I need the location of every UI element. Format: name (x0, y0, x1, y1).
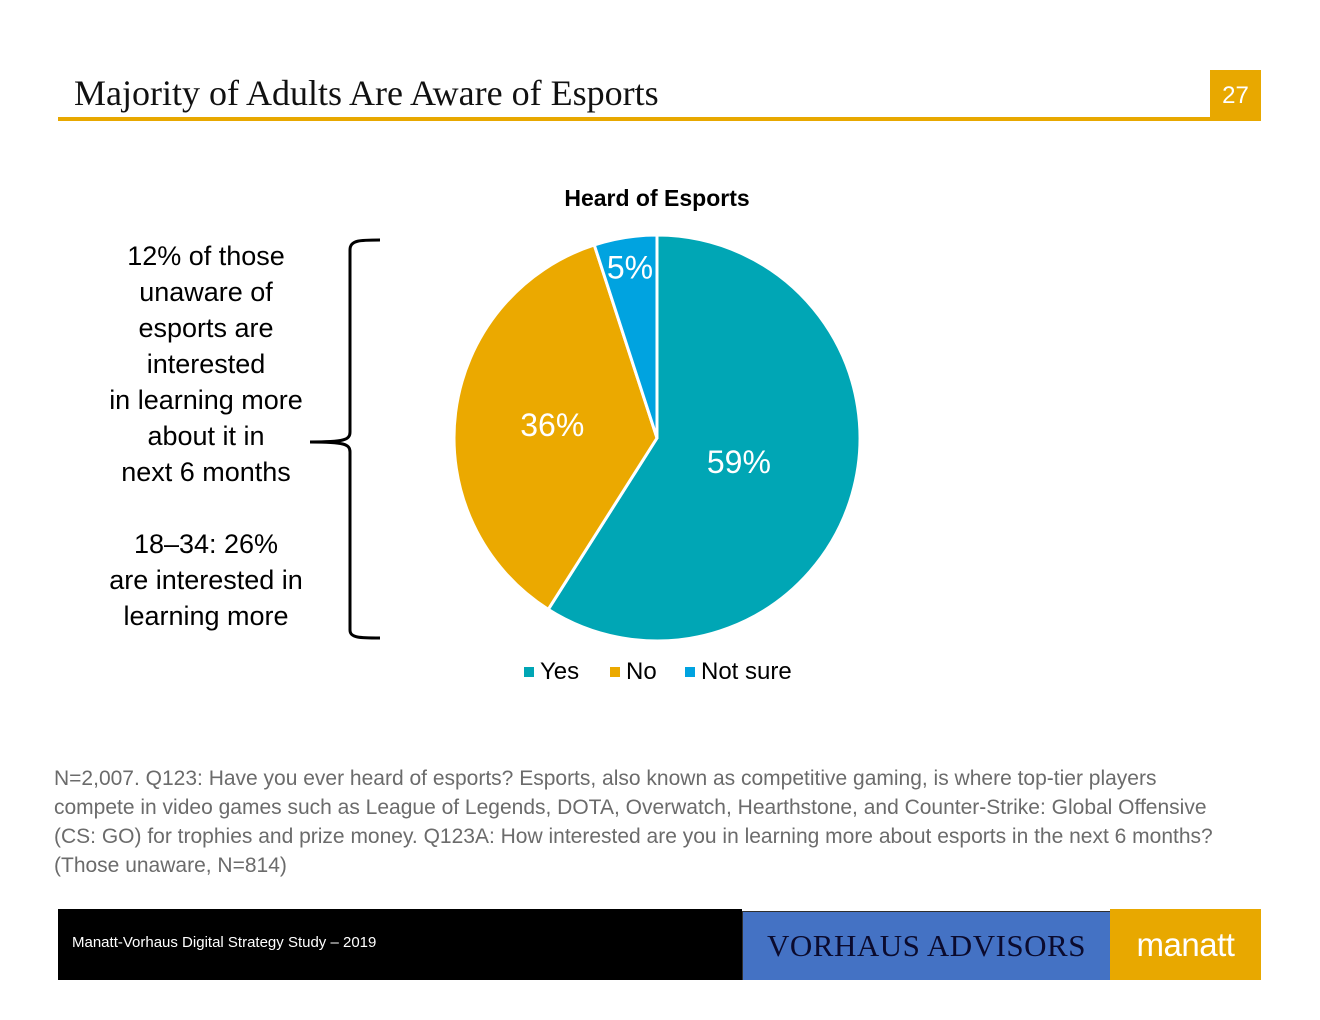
pie-slice-yes (546, 233, 862, 643)
side-note-line: learning more (123, 601, 289, 631)
legend-item: Not sure (685, 658, 792, 685)
legend-swatch (610, 667, 620, 677)
side-note-line: unaware of (139, 277, 273, 307)
side-note-line: about it in (147, 421, 265, 451)
slide-title: Majority of Adults Are Aware of Esports (74, 73, 659, 113)
legend-item: Yes (524, 658, 579, 685)
pie-slice-no (452, 243, 659, 612)
side-note-line: esports are (138, 313, 274, 343)
legend-swatch (685, 667, 695, 677)
legend-label: No (626, 658, 657, 685)
side-note-line: next 6 months (121, 457, 291, 487)
side-note-line: 18–34: 26% (133, 529, 279, 559)
side-note-line: interested (146, 349, 266, 379)
pie-data-label: 59% (707, 444, 771, 480)
pie-data-labels: 59% 36% 5% (520, 250, 771, 480)
pie-data-label: 36% (520, 407, 584, 443)
footer-bar (58, 909, 742, 980)
footer-study-label: Manatt-Vorhaus Digital Strategy Study – … (72, 934, 377, 951)
legend-swatch (524, 667, 534, 677)
page-number: 27 (1210, 70, 1261, 121)
pie-chart: Heard of Esports 59% 36% 5% Yes No Not sure (452, 185, 862, 685)
side-note-line: 12% of those (127, 241, 285, 271)
chart-title: Heard of Esports (564, 185, 749, 211)
side-note-line: in learning more (109, 385, 303, 415)
footnote: N=2,007. Q123: Have you ever heard of es… (54, 767, 1213, 877)
title-underline (58, 117, 1210, 121)
legend-label: Not sure (701, 658, 792, 685)
side-note-spacer (80, 490, 332, 526)
manatt-logo: manatt (1110, 909, 1261, 980)
vorhaus-advisors-logo: VORHAUS ADVISORS (742, 911, 1110, 980)
curly-bracket (309, 238, 381, 640)
legend-label: Yes (540, 658, 579, 685)
chart-legend: Yes No Not sure (524, 658, 792, 685)
pie-slice-not-sure (592, 233, 659, 439)
legend-item: No (610, 658, 657, 685)
pie-slices (452, 233, 862, 643)
side-note: 12% of those unaware of esports are inte… (80, 238, 332, 634)
pie-data-label: 5% (607, 250, 653, 286)
side-note-line: are interested in (109, 565, 303, 595)
